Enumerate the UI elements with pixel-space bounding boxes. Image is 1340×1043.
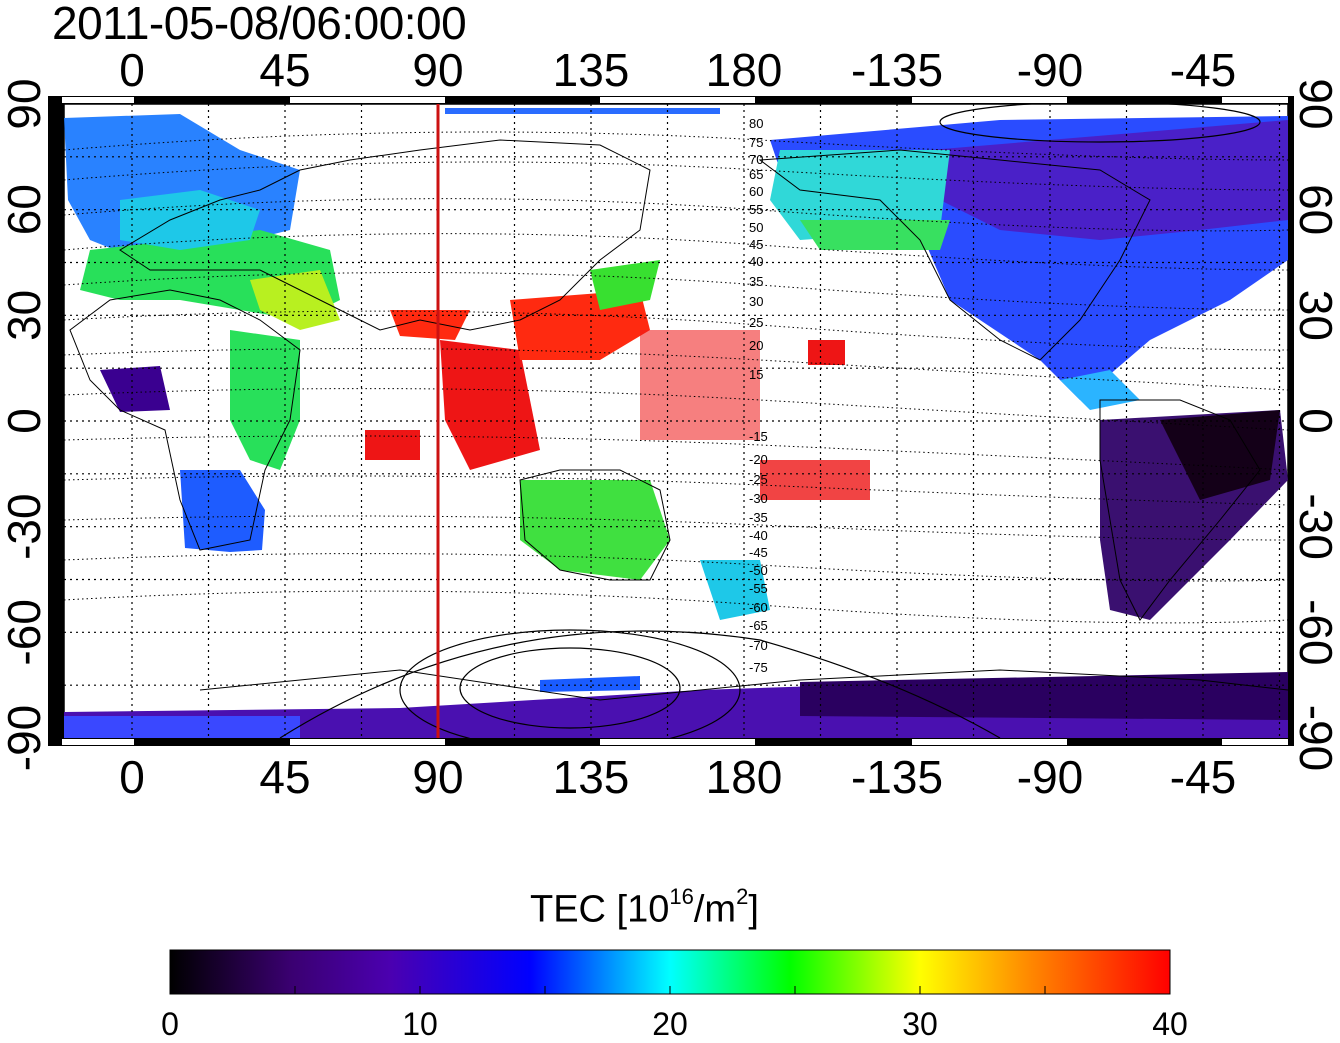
right-latitude-tick-label: 60 <box>1290 184 1340 235</box>
contour-label: 30 <box>749 294 763 309</box>
contour-label: -50 <box>749 563 768 578</box>
top-longitude-tick-label: 90 <box>412 44 463 96</box>
contour-label: -30 <box>749 491 768 506</box>
contour-label: 50 <box>749 220 763 235</box>
contour-label: -15 <box>749 429 768 444</box>
left-latitude-tick-label: -30 <box>0 493 50 559</box>
left-latitude-tick-label: -60 <box>0 599 50 665</box>
contour-label: 40 <box>749 254 763 269</box>
bottom-longitude-tick-label: -45 <box>1170 751 1236 803</box>
top-longitude-tick-label: 135 <box>553 44 630 96</box>
left-latitude-tick-label: 0 <box>0 408 50 434</box>
colorbar-tick-label-20: 20 <box>652 1006 688 1042</box>
bottom-longitude-tick-label: -135 <box>851 751 943 803</box>
contour-label: -20 <box>749 452 768 467</box>
contour-label: -40 <box>749 528 768 543</box>
bottom-longitude-tick-label: 0 <box>119 751 145 803</box>
colorbar-tick-label-30: 30 <box>902 1006 938 1042</box>
contour-label: -55 <box>749 581 768 596</box>
contour-label: 45 <box>749 237 763 252</box>
contour-label: -45 <box>749 545 768 560</box>
contour-label: -65 <box>749 618 768 633</box>
contour-label: -25 <box>749 472 768 487</box>
contour-label: -75 <box>749 660 768 675</box>
left-latitude-tick-label: 90 <box>0 78 50 129</box>
colorbar-tick-label-10: 10 <box>402 1006 438 1042</box>
right-latitude-tick-label: 90 <box>1290 78 1340 129</box>
contour-label: 70 <box>749 152 763 167</box>
bottom-longitude-tick-label: 180 <box>706 751 783 803</box>
contour-label: 60 <box>749 184 763 199</box>
map-timestamp-title: 2011-05-08/06:00:00 <box>52 0 467 49</box>
left-latitude-tick-label: -90 <box>0 705 50 771</box>
magnetic-latitude-contours <box>64 131 1288 624</box>
colorbar-tick-marks <box>169 986 1171 994</box>
contour-label: 75 <box>749 135 763 150</box>
contour-label: 35 <box>749 274 763 289</box>
contour-label: 20 <box>749 338 763 353</box>
colorbar-title: TEC [1016/m2] <box>530 884 759 931</box>
right-latitude-tick-label: -30 <box>1290 493 1340 559</box>
top-longitude-tick-label: 45 <box>259 44 310 96</box>
bottom-longitude-tick-label: 135 <box>553 751 630 803</box>
bottom-longitude-tick-label: 45 <box>259 751 310 803</box>
contour-label: -35 <box>749 510 768 525</box>
top-longitude-tick-label: 180 <box>706 44 783 96</box>
top-longitude-tick-label: -45 <box>1170 44 1236 96</box>
coastlines <box>69 139 1288 701</box>
right-latitude-tick-label: -60 <box>1290 599 1340 665</box>
colorbar-tick-label-0: 0 <box>161 1006 179 1042</box>
contour-label: 55 <box>749 202 763 217</box>
contour-label: -70 <box>749 638 768 653</box>
left-latitude-tick-label: 30 <box>0 290 50 341</box>
right-latitude-tick-label: 0 <box>1290 408 1340 434</box>
top-longitude-tick-label: 0 <box>119 44 145 96</box>
top-longitude-tick-label: -135 <box>851 44 943 96</box>
map-border-bands <box>48 96 1294 746</box>
axis-labels: 0 0 45 45 90 90 135 135 180 180 -135 -135 -90 -90 -45 -… <box>0 44 1340 803</box>
contour-label: 15 <box>749 367 763 382</box>
right-latitude-tick-label: 30 <box>1290 290 1340 341</box>
contour-label: -60 <box>749 600 768 615</box>
right-latitude-tick-label: -90 <box>1290 705 1340 771</box>
tec-data-layer <box>64 108 1288 738</box>
bottom-longitude-tick-label: -90 <box>1017 751 1083 803</box>
colorbar-tick-label-40: 40 <box>1152 1006 1188 1042</box>
colorbar <box>169 949 1171 995</box>
top-longitude-tick-label: -90 <box>1017 44 1083 96</box>
polar-contours <box>279 104 1261 738</box>
contour-label: 65 <box>749 167 763 182</box>
graticule-grid <box>64 104 1288 738</box>
left-latitude-tick-label: 60 <box>0 184 50 235</box>
contour-label: 25 <box>749 315 763 330</box>
bottom-longitude-tick-label: 90 <box>412 751 463 803</box>
contour-label: 80 <box>749 116 763 131</box>
